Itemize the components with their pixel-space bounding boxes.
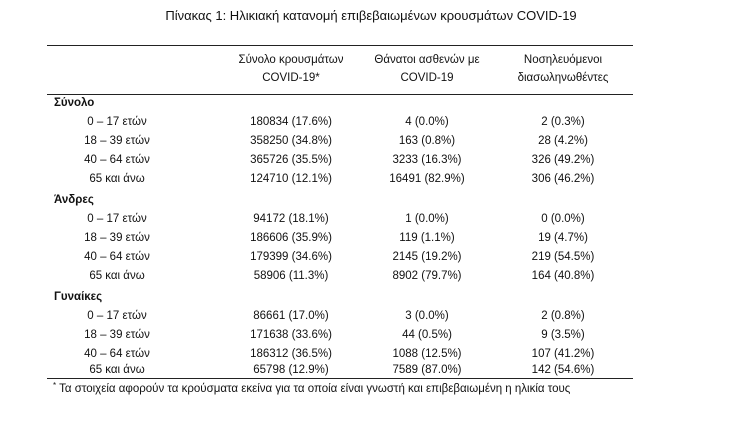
age-cell: 65 και άνω	[89, 270, 145, 282]
table-row: 65 και άνω 124710 (12.1%) 16491 (82.9%) …	[0, 173, 742, 190]
table-caption: Πίνακας 1: Ηλικιακή κατανομή επιβεβαιωμέ…	[165, 8, 577, 23]
intubated-cell: 219 (54.5%)	[531, 251, 595, 263]
header-intubated-line1: Νοσηλευόμενοι	[523, 54, 603, 66]
header-intubated: Νοσηλευόμενοι διασωληνωθέντες	[508, 51, 618, 87]
footnote-marker: *	[53, 381, 57, 390]
table-row: 18 – 39 ετών 186606 (35.9%) 119 (1.1%) 1…	[0, 232, 742, 249]
age-cell: 65 και άνω	[89, 364, 145, 376]
intubated-cell: 326 (49.2%)	[531, 154, 595, 166]
cases-cell: 65798 (12.9%)	[253, 364, 329, 376]
cases-cell: 179399 (34.6%)	[250, 251, 332, 263]
intubated-cell: 28 (4.2%)	[538, 135, 588, 147]
header-total-cases: Σύνολο κρουσμάτων COVID-19*	[222, 51, 360, 87]
footnote: * Τα στοιχεία αφορούν τα κρούσματα εκείνα…	[53, 381, 571, 395]
header-total-cases-line2: COVID-19*	[262, 72, 320, 84]
deaths-cell: 3 (0.0%)	[405, 310, 449, 322]
cases-cell: 86661 (17.0%)	[253, 310, 329, 322]
table-top-rule	[47, 45, 633, 46]
group-label-total: Σύνολο	[54, 97, 95, 109]
age-cell: 18 – 39 ετών	[84, 135, 150, 147]
deaths-cell: 8902 (79.7%)	[392, 270, 462, 282]
cases-cell: 358250 (34.8%)	[250, 135, 332, 147]
table-row: 40 – 64 ετών 186312 (36.5%) 1088 (12.5%)…	[0, 348, 742, 365]
age-cell: 40 – 64 ετών	[84, 251, 150, 263]
intubated-cell: 164 (40.8%)	[531, 270, 595, 282]
intubated-cell: 107 (41.2%)	[531, 348, 595, 360]
intubated-cell: 9 (3.5%)	[541, 329, 585, 341]
cases-cell: 180834 (17.6%)	[250, 116, 332, 128]
age-cell: 0 – 17 ετών	[87, 310, 147, 322]
footnote-text: Τα στοιχεία αφορούν τα κρούσματα εκείνα …	[59, 383, 571, 395]
deaths-cell: 1 (0.0%)	[405, 213, 449, 225]
deaths-cell: 3233 (16.3%)	[392, 154, 462, 166]
intubated-cell: 19 (4.7%)	[538, 232, 588, 244]
table-row: 0 – 17 ετών 86661 (17.0%) 3 (0.0%) 2 (0.…	[0, 310, 742, 327]
header-deaths-line1: Θάνατοι ασθενών με	[374, 54, 480, 66]
table-row: 18 – 39 ετών 171638 (33.6%) 44 (0.5%) 9 …	[0, 329, 742, 346]
deaths-cell: 163 (0.8%)	[398, 135, 456, 147]
age-cell: 40 – 64 ετών	[84, 348, 150, 360]
table-row: 40 – 64 ετών 179399 (34.6%) 2145 (19.2%)…	[0, 251, 742, 268]
group-label-women: Γυναίκες	[54, 291, 103, 303]
cases-cell: 58906 (11.3%)	[253, 270, 329, 282]
header-deaths-line2: COVID-19	[400, 72, 454, 84]
header-total-cases-line1: Σύνολο κρουσμάτων	[238, 54, 344, 66]
age-cell: 0 – 17 ετών	[87, 116, 147, 128]
deaths-cell: 1088 (12.5%)	[392, 348, 462, 360]
deaths-cell: 2145 (19.2%)	[392, 251, 462, 263]
table-bottom-rule	[47, 378, 633, 379]
cases-cell: 94172 (18.1%)	[253, 213, 329, 225]
table-row: 40 – 64 ετών 365726 (35.5%) 3233 (16.3%)…	[0, 154, 742, 171]
table-row: 0 – 17 ετών 180834 (17.6%) 4 (0.0%) 2 (0…	[0, 116, 742, 133]
age-cell: 18 – 39 ετών	[84, 329, 150, 341]
age-cell: 40 – 64 ετών	[84, 154, 150, 166]
group-label-men: Άνδρες	[54, 194, 94, 206]
table-row: 65 και άνω 58906 (11.3%) 8902 (79.7%) 16…	[0, 270, 742, 287]
age-cell: 65 και άνω	[89, 173, 145, 185]
header-intubated-line2: διασωληνωθέντες	[517, 72, 609, 84]
intubated-cell: 0 (0.0%)	[541, 213, 585, 225]
table-row: 0 – 17 ετών 94172 (18.1%) 1 (0.0%) 0 (0.…	[0, 213, 742, 230]
cases-cell: 365726 (35.5%)	[250, 154, 332, 166]
table-header-rule	[47, 94, 633, 95]
deaths-cell: 16491 (82.9%)	[389, 173, 465, 185]
deaths-cell: 4 (0.0%)	[405, 116, 449, 128]
cases-cell: 186606 (35.9%)	[250, 232, 332, 244]
age-cell: 18 – 39 ετών	[84, 232, 150, 244]
deaths-cell: 44 (0.5%)	[402, 329, 452, 341]
intubated-cell: 2 (0.8%)	[541, 310, 585, 322]
cases-cell: 124710 (12.1%)	[250, 173, 332, 185]
deaths-cell: 7589 (87.0%)	[392, 364, 462, 376]
intubated-cell: 2 (0.3%)	[541, 116, 585, 128]
header-deaths: Θάνατοι ασθενών με COVID-19	[362, 51, 492, 87]
age-cell: 0 – 17 ετών	[87, 213, 147, 225]
table-row: 18 – 39 ετών 358250 (34.8%) 163 (0.8%) 2…	[0, 135, 742, 152]
table-row: 65 και άνω 65798 (12.9%) 7589 (87.0%) 14…	[0, 364, 742, 381]
cases-cell: 171638 (33.6%)	[250, 329, 332, 341]
intubated-cell: 306 (46.2%)	[531, 173, 595, 185]
deaths-cell: 119 (1.1%)	[399, 232, 455, 244]
intubated-cell: 142 (54.6%)	[531, 364, 595, 376]
cases-cell: 186312 (36.5%)	[250, 348, 332, 360]
